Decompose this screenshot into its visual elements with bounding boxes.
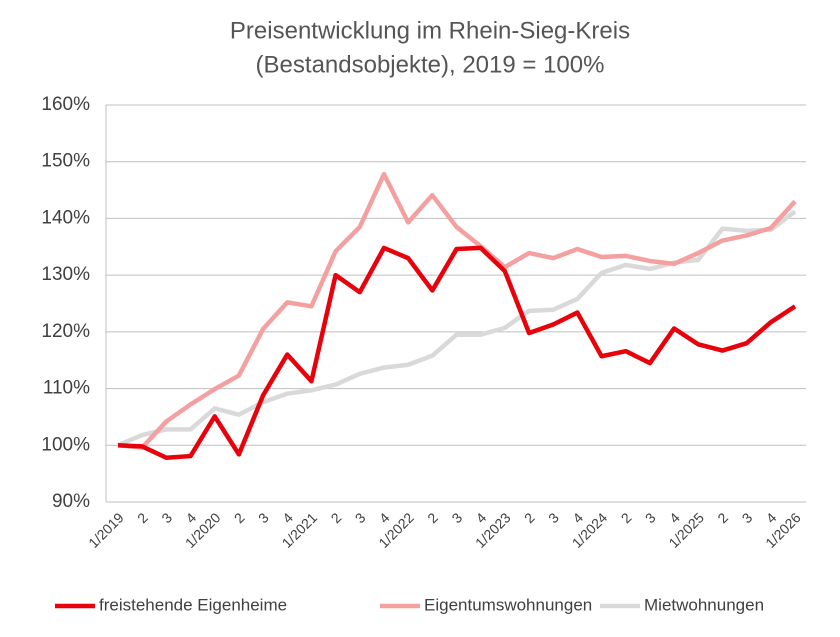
x-tick-label: 3 [739,509,756,526]
x-tick-label: 2 [424,509,441,526]
x-tick-label: 2 [328,509,345,526]
series-line [117,245,797,461]
legend-label: Mietwohnungen [644,595,764,614]
x-tick-label: 3 [255,509,272,526]
legend-label: freistehende Eigenheime [99,595,287,614]
x-tick-label: 1/2019 [85,509,127,551]
legend-label: Eigentumswohnungen [424,595,592,614]
y-tick-label: 160% [41,94,90,115]
series-line [117,209,797,448]
x-tick-label: 3 [642,509,659,526]
x-tick-label: 2 [134,509,151,526]
y-tick-label: 100% [41,434,90,455]
x-tick-label: 3 [158,509,175,526]
chart-title: Preisentwicklung im Rhein-Sieg-Kreis [230,17,630,44]
chart-title: (Bestandsobjekte), 2019 = 100% [256,51,605,78]
y-tick-label: 110% [43,378,90,399]
x-tick-label: 2 [714,509,731,526]
x-tick-label: 2 [618,509,635,526]
y-tick-label: 120% [41,321,90,342]
x-tick-label: 3 [545,509,562,526]
y-tick-label: 90% [52,491,90,512]
x-tick-label: 3 [448,509,465,526]
x-tick-label: 2 [521,509,538,526]
x-tick-label: 3 [352,509,369,526]
y-tick-label: 140% [41,207,90,228]
y-tick-label: 150% [41,151,90,172]
series-line [117,171,797,450]
x-tick-label: 2 [231,509,248,526]
y-tick-label: 130% [41,264,90,285]
